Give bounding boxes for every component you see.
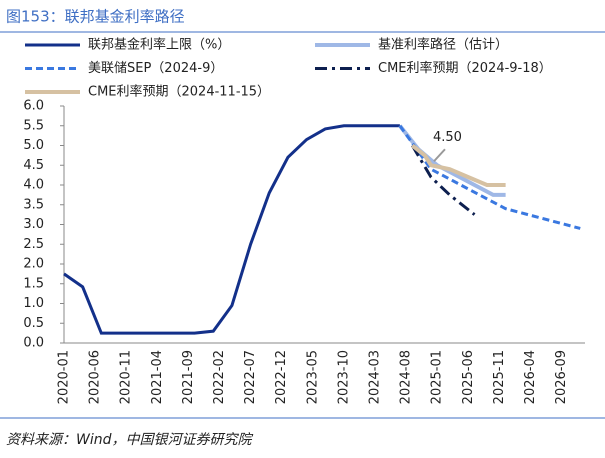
y-tick-label: 0.5	[23, 316, 44, 331]
series-line	[411, 144, 476, 216]
annotation-arrow	[433, 148, 446, 162]
x-tick-label: 2020-11	[119, 350, 134, 404]
x-tick-label: 2020-01	[57, 350, 72, 404]
x-tick-label: 2021-09	[181, 350, 196, 404]
x-tick-label: 2020-06	[88, 350, 103, 404]
chart-title: 图153：联邦基金利率路径	[6, 8, 185, 26]
x-tick-label: 2025-11	[492, 350, 507, 404]
series-line	[398, 124, 581, 230]
legend-label: 基准利率路径（估计）	[378, 37, 508, 53]
x-tick-label: 2022-12	[274, 350, 289, 404]
x-tick-label: 2026-09	[554, 350, 569, 404]
y-tick-label: 2.5	[23, 237, 44, 252]
y-tick-label: 5.0	[23, 138, 44, 153]
legend-label: 美联储SEP（2024-9）	[88, 61, 223, 76]
source: 资料来源：Wind，中国银河证券研究院	[6, 432, 253, 448]
x-tick-label: 2025-01	[430, 350, 445, 404]
x-tick-label: 2024-03	[368, 350, 383, 404]
x-tick-label: 2022-07	[243, 350, 258, 404]
y-tick-label: 1.0	[23, 296, 44, 311]
x-tick-label: 2023-10	[336, 350, 351, 404]
y-tick-label: 2.0	[23, 257, 44, 272]
y-tick-label: 3.5	[23, 197, 44, 212]
series-line	[411, 143, 506, 187]
y-tick-label: 4.0	[23, 178, 44, 193]
x-tick-label: 2023-05	[305, 350, 320, 404]
x-tick-label: 2026-04	[523, 350, 538, 404]
x-tick-label: 2024-08	[399, 350, 414, 404]
y-tick-label: 0.0	[23, 336, 44, 351]
x-tick-label: 2021-04	[150, 350, 165, 404]
annotation: 4.50	[433, 130, 462, 145]
legend-label: CME利率预期（2024-11-15）	[88, 84, 270, 100]
y-tick-label: 5.5	[23, 118, 44, 133]
y-tick-label: 6.0	[23, 99, 44, 114]
legend-label: 联邦基金利率上限（%）	[88, 37, 230, 53]
x-tick-label: 2022-02	[212, 350, 227, 404]
y-tick-label: 1.5	[23, 276, 44, 291]
legend-label: CME利率预期（2024-9-18）	[378, 60, 552, 76]
y-tick-label: 3.0	[23, 217, 44, 232]
series-line	[63, 124, 400, 335]
x-tick-label: 2025-06	[461, 350, 476, 404]
y-tick-label: 4.5	[23, 158, 44, 173]
